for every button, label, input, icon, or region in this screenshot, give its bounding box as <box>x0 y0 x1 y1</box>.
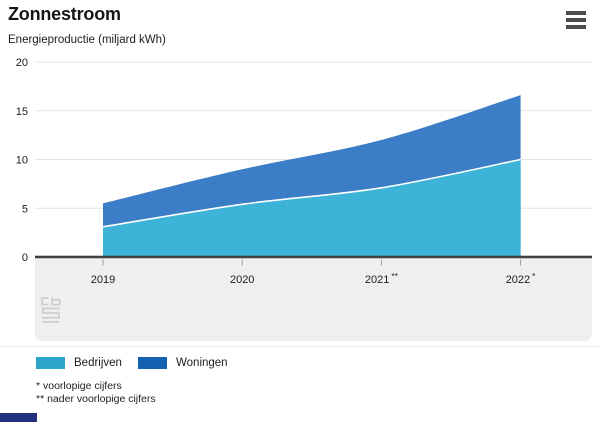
footnote-1: * voorlopige cijfers <box>36 380 122 392</box>
x-tick-label: 2019 <box>91 274 115 286</box>
area-bedrijven[interactable] <box>103 159 521 258</box>
menu-bar <box>566 25 586 29</box>
legend-item-bedrijven[interactable]: Bedrijven <box>36 357 122 369</box>
series-boundary-line <box>102 158 521 228</box>
legend-swatch-woningen <box>138 357 167 369</box>
y-tick-label: 0 <box>22 252 28 264</box>
x-axis-line <box>35 255 592 259</box>
footer-accent-bar <box>0 413 37 422</box>
divider <box>0 346 600 347</box>
y-axis-title: Energieproductie (miljard kWh) <box>8 34 166 46</box>
y-tick-label: 20 <box>16 57 28 69</box>
chart-plot-area[interactable]: 0 5 10 15 20 2019 2020 2021 ** 2022 * <box>0 0 600 352</box>
x-tick-label: 2022 * <box>506 271 536 286</box>
legend-item-woningen[interactable]: Woningen <box>138 357 228 369</box>
y-tick-label: 10 <box>16 155 28 167</box>
footnote-2: ** nader voorlopige cijfers <box>36 393 156 405</box>
legend-label-bedrijven: Bedrijven <box>74 357 122 369</box>
legend-label-woningen: Woningen <box>176 357 228 369</box>
menu-bar <box>566 11 586 15</box>
legend-swatch-bedrijven <box>36 357 65 369</box>
cbs-logo-icon <box>41 296 61 323</box>
x-axis-band <box>35 259 592 341</box>
legend: Bedrijven Woningen <box>0 356 600 372</box>
y-tick-label: 15 <box>16 106 28 118</box>
x-tick-label: 2021 ** <box>365 271 399 286</box>
footnotes: * voorlopige cijfers ** nader voorlopige… <box>36 380 156 406</box>
y-tick-label: 5 <box>22 203 28 215</box>
hamburger-menu-icon[interactable] <box>566 11 587 29</box>
page-title: Zonnestroom <box>8 4 121 24</box>
menu-bar <box>566 18 586 22</box>
x-tick-label: 2020 <box>230 274 254 286</box>
